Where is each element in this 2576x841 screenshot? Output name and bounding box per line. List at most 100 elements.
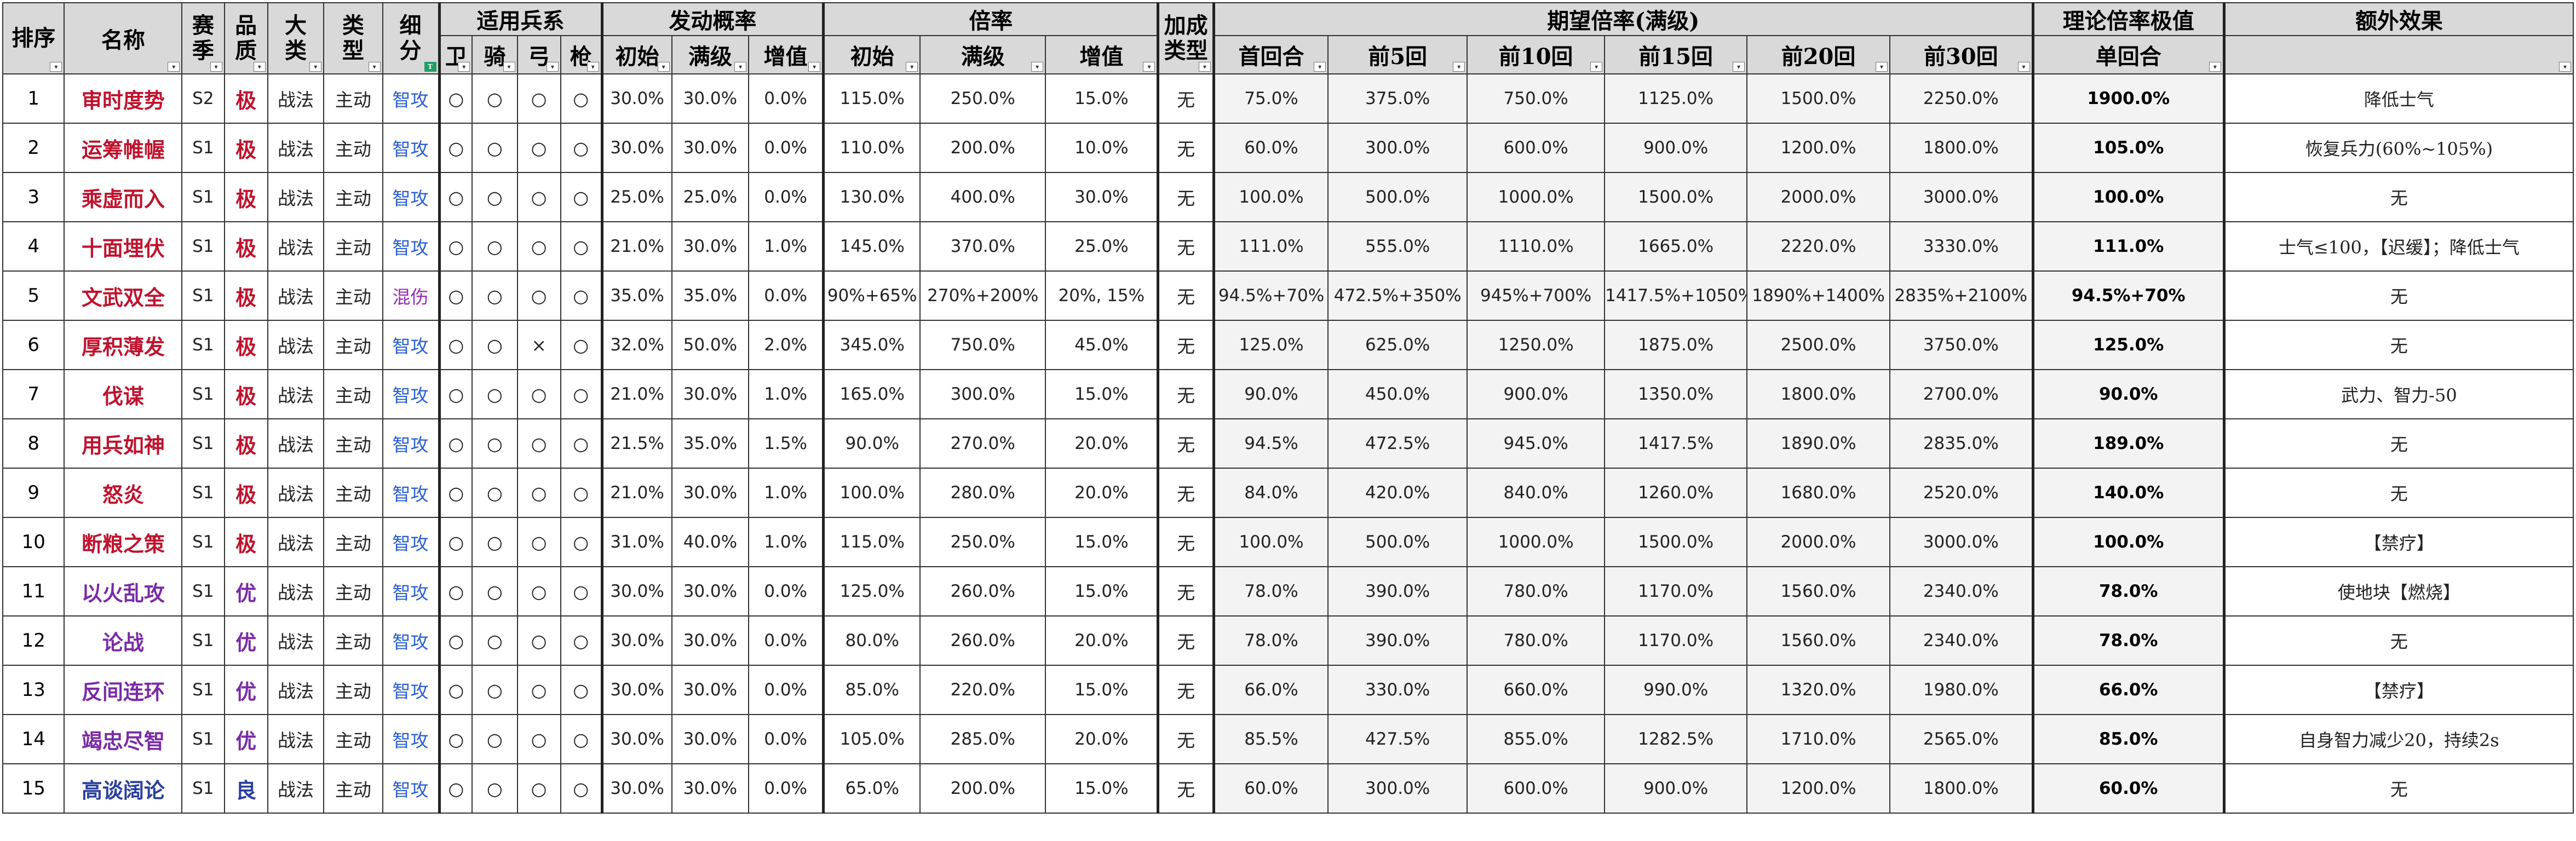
expect-cell[interactable]: 2835%+2100% (1889, 270, 2034, 321)
subtype-cell[interactable]: 智攻 (382, 468, 441, 518)
table-row[interactable]: 4 十面埋伏 S1 极战法 主动 智攻 ○ ○ ○ ○ 21.0% 30.0% 1.0% 145.0% 37… (2, 221, 2574, 272)
expect-cell[interactable]: 1680.0% (1746, 468, 1891, 518)
filter-icon[interactable]: ▾ (210, 62, 222, 72)
rate-cell[interactable]: 115.0% (823, 73, 921, 124)
table-row[interactable]: 9 怒炎 S1 极战法 主动 智攻 ○ ○ ○ ○ 21.0% 30.0% 1.0% 100.0% 280.… (2, 468, 2574, 518)
extra-cell[interactable]: 无 (2223, 418, 2574, 469)
season-cell[interactable]: S1 (181, 221, 225, 272)
rate-cell[interactable]: 125.0% (823, 566, 921, 617)
filter-icon[interactable]: ▾ (50, 62, 62, 72)
quality-cell[interactable]: 极 (223, 468, 268, 518)
expect-cell[interactable]: 1200.0% (1746, 123, 1891, 173)
expect-cell[interactable]: 900.0% (1604, 123, 1748, 173)
quality-cell[interactable]: 极 (223, 221, 268, 272)
bonus-cell[interactable]: 无 (1157, 418, 1215, 469)
type-cell[interactable]: 主动 (323, 320, 383, 370)
rate-cell[interactable]: 20.0% (1045, 418, 1160, 469)
prob-cell[interactable]: 25.0% (671, 172, 750, 222)
season-cell[interactable]: S1 (181, 270, 225, 321)
type-cell[interactable]: 主动 (323, 418, 383, 469)
expect-cell[interactable]: 3750.0% (1889, 320, 2034, 370)
rate-cell[interactable]: 145.0% (823, 221, 921, 272)
season-cell[interactable]: S1 (181, 172, 225, 222)
header-type[interactable]: 类型 ▾ (323, 2, 383, 74)
extra-cell[interactable]: 自身智力减少20，持续2s (2223, 714, 2574, 764)
rate-cell[interactable]: 250.0% (919, 73, 1046, 124)
major-cell[interactable]: 战法 (267, 714, 325, 764)
prob-cell[interactable]: 35.0% (671, 270, 750, 321)
filter-icon[interactable]: ▾ (458, 62, 470, 72)
major-cell[interactable]: 战法 (267, 517, 325, 567)
season-cell[interactable]: S1 (181, 517, 225, 567)
expect-cell[interactable]: 2700.0% (1889, 369, 2034, 419)
troop-cell[interactable]: ○ (472, 123, 518, 173)
table-row[interactable]: 12 论战 S1 优战法 主动 智攻 ○ ○ ○ ○ 30.0% 30.0% 0.0% 80.0% 260.… (2, 615, 2574, 666)
expect-cell[interactable]: 1260.0% (1604, 468, 1748, 518)
expect-cell[interactable]: 900.0% (1604, 763, 1748, 814)
theo-cell[interactable]: 100.0% (2032, 172, 2226, 222)
bonus-cell[interactable]: 无 (1157, 468, 1215, 518)
header-prob-2[interactable]: 增值 ▾ (748, 35, 825, 74)
troop-cell[interactable]: ○ (438, 270, 473, 321)
expect-cell[interactable]: 375.0% (1327, 73, 1468, 124)
expect-cell[interactable]: 1665.0% (1604, 221, 1748, 272)
name-cell[interactable]: 厚积薄发 (64, 320, 183, 370)
troop-cell[interactable]: ○ (472, 714, 518, 764)
expect-cell[interactable]: 1500.0% (1746, 73, 1891, 124)
major-cell[interactable]: 战法 (267, 418, 325, 469)
troop-cell[interactable]: ○ (438, 172, 473, 222)
quality-cell[interactable]: 极 (223, 123, 268, 173)
prob-cell[interactable]: 25.0% (601, 172, 672, 222)
filter-icon[interactable]: ▾ (1876, 62, 1888, 72)
rate-cell[interactable]: 15.0% (1045, 566, 1160, 617)
theo-cell[interactable]: 140.0% (2032, 468, 2226, 518)
expect-cell[interactable]: 84.0% (1213, 468, 1329, 518)
season-cell[interactable]: S1 (181, 763, 225, 814)
troop-cell[interactable]: ○ (516, 270, 561, 321)
name-cell[interactable]: 反间连环 (64, 665, 183, 715)
rate-cell[interactable]: 750.0% (919, 320, 1046, 370)
quality-cell[interactable]: 优 (223, 714, 268, 764)
subtype-cell[interactable]: 智攻 (382, 369, 441, 419)
expect-cell[interactable]: 3000.0% (1889, 517, 2034, 567)
rank-cell[interactable]: 4 (2, 221, 65, 272)
expect-cell[interactable]: 300.0% (1327, 123, 1468, 173)
expect-cell[interactable]: 1110.0% (1467, 221, 1606, 272)
header-troop-1[interactable]: 骑 ▾ (472, 35, 518, 74)
expect-cell[interactable]: 390.0% (1327, 615, 1468, 666)
prob-cell[interactable]: 1.0% (748, 468, 825, 518)
rate-cell[interactable]: 110.0% (823, 123, 921, 173)
rate-cell[interactable]: 80.0% (823, 615, 921, 666)
quality-cell[interactable]: 良 (223, 763, 268, 814)
name-cell[interactable]: 运筹帷幄 (64, 123, 183, 173)
prob-cell[interactable]: 50.0% (671, 320, 750, 370)
prob-cell[interactable]: 0.0% (748, 714, 825, 764)
season-cell[interactable]: S1 (181, 468, 225, 518)
name-cell[interactable]: 文武双全 (64, 270, 183, 321)
filter-icon[interactable]: ▾ (2209, 62, 2221, 72)
expect-cell[interactable]: 111.0% (1213, 221, 1329, 272)
theo-cell[interactable]: 111.0% (2032, 221, 2226, 272)
filter-icon[interactable]: ▾ (1590, 62, 1603, 72)
troop-cell[interactable]: ○ (516, 73, 561, 124)
rank-cell[interactable]: 3 (2, 172, 65, 222)
troop-cell[interactable]: ○ (438, 73, 473, 124)
expect-cell[interactable]: 600.0% (1467, 763, 1606, 814)
major-cell[interactable]: 战法 (267, 369, 325, 419)
prob-cell[interactable]: 21.0% (601, 468, 672, 518)
header-troop-2[interactable]: 弓 ▾ (516, 35, 561, 74)
prob-cell[interactable]: 35.0% (601, 270, 672, 321)
rate-cell[interactable]: 400.0% (919, 172, 1046, 222)
expect-cell[interactable]: 78.0% (1213, 615, 1329, 666)
table-row[interactable]: 8 用兵如神 S1 极战法 主动 智攻 ○ ○ ○ ○ 21.5% 35.0% 1.5% 90.0% 270… (2, 418, 2574, 469)
header-bonus-type[interactable]: 加成类型 ▾ (1157, 2, 1215, 74)
rate-cell[interactable]: 45.0% (1045, 320, 1160, 370)
extra-cell[interactable]: 无 (2223, 468, 2574, 518)
expect-cell[interactable]: 840.0% (1467, 468, 1606, 518)
extra-cell[interactable]: 降低士气 (2223, 73, 2574, 124)
extra-cell[interactable]: 武力、智力-50 (2223, 369, 2574, 419)
extra-cell[interactable]: 士气≤100，【迟缓】；降低士气 (2223, 221, 2574, 272)
troop-cell[interactable]: ○ (438, 714, 473, 764)
rate-cell[interactable]: 345.0% (823, 320, 921, 370)
rate-cell[interactable]: 65.0% (823, 763, 921, 814)
